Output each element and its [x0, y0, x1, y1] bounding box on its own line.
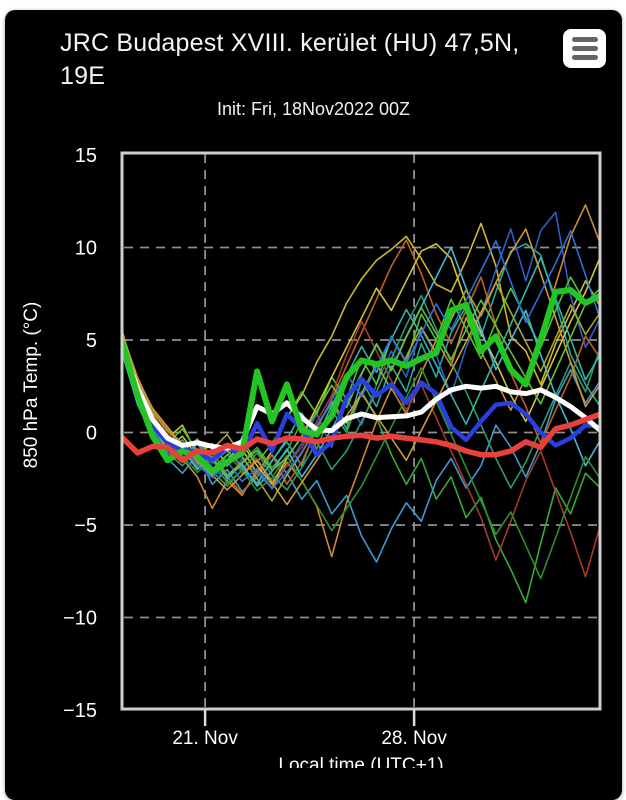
ensemble-member-line	[123, 228, 599, 506]
x-tick-label: 28. Nov	[381, 728, 447, 749]
y-tick-label: 15	[75, 145, 97, 167]
ensemble-member-line	[123, 243, 599, 486]
ensemble-member-line	[123, 256, 599, 485]
series-layer	[123, 204, 599, 604]
ensemble-member-line	[123, 276, 599, 471]
ensemble-member-line	[123, 320, 599, 578]
ensemble-member-line	[123, 243, 599, 486]
y-axis-title: 850 hPa Temp. (°C)	[21, 302, 42, 469]
ensemble-member-line	[123, 342, 599, 580]
grid-layer	[124, 154, 599, 709]
ensemble-member-line	[123, 230, 599, 490]
x-tick-label: 21. Nov	[172, 728, 238, 749]
thick-white-line	[123, 345, 599, 451]
x-axis-title: Local time (UTC+1)	[278, 755, 443, 768]
thick-red-line	[123, 411, 599, 464]
y-tick-label: 10	[75, 238, 97, 260]
y-tick-label: 0	[86, 423, 97, 445]
init-subtitle: Init: Fri, 18Nov2022 00Z	[216, 99, 411, 119]
ensemble-member-line	[123, 204, 599, 558]
ensemble-member-line	[123, 352, 599, 563]
y-tick-label: −5	[74, 515, 97, 537]
thick-green-line	[123, 287, 599, 475]
y-tick-label: 5	[86, 330, 97, 352]
ensemble-member-line	[123, 211, 599, 489]
ensemble-member-line	[123, 239, 599, 495]
card-header: JRC Budapest XVIII. kerület (HU) 47,5N, …	[5, 10, 622, 120]
ensemble-member-line	[123, 294, 599, 491]
y-tick-label: −10	[63, 608, 97, 630]
meteogram-card: JRC Budapest XVIII. kerület (HU) 47,5N, …	[5, 10, 622, 800]
y-tick-label: −15	[63, 700, 97, 722]
axis-layer: 15 10 5 0 −5 −10 −15 21. Nov 28. Nov	[63, 145, 447, 749]
ensemble-member-line	[123, 246, 599, 487]
ensemble-member-line	[123, 281, 599, 502]
menu-button[interactable]	[563, 29, 606, 68]
plot-border	[120, 151, 602, 711]
thick-blue-line	[123, 347, 599, 463]
ensemble-member-line	[123, 345, 599, 604]
page-title: JRC Budapest XVIII. kerület (HU) 47,5N, …	[60, 29, 520, 90]
ensemble-member-line	[123, 292, 599, 477]
ensemble-member-line	[123, 222, 599, 475]
